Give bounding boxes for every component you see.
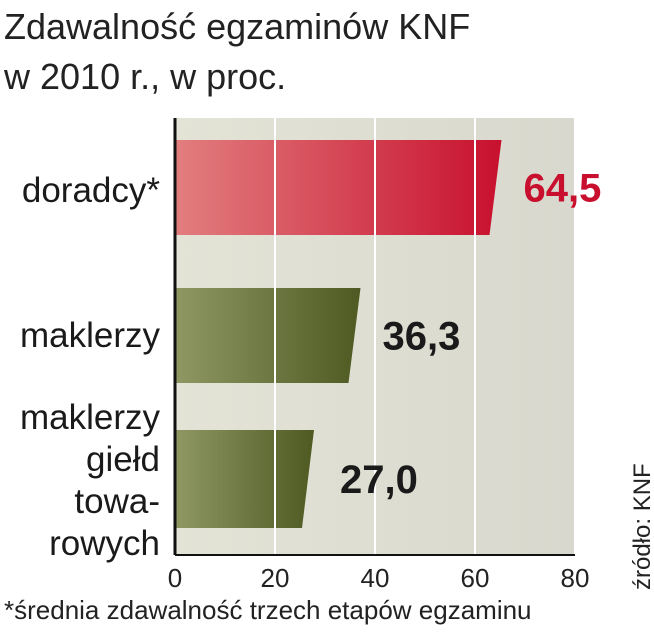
category-label-2-line-1: maklerzy <box>20 316 161 355</box>
bar-3 <box>175 430 314 528</box>
footnote: *średnia zdawalność trzech etapów egzami… <box>4 595 532 625</box>
bar-1 <box>175 140 502 235</box>
x-tick-label-80: 80 <box>561 563 590 593</box>
category-label-3-line-4: rowych <box>49 524 160 563</box>
x-tick-label-60: 60 <box>461 563 490 593</box>
category-label-3-line-2: giełd <box>86 440 160 479</box>
category-label-3-line-1: maklerzy <box>20 398 161 437</box>
data-label-2: 36,3 <box>383 315 461 359</box>
data-label-1: 64,5 <box>524 167 602 211</box>
x-tick-label-0: 0 <box>168 563 182 593</box>
category-label-3-line-3: towa- <box>74 482 160 521</box>
source-note: źródło: KNF <box>629 463 654 590</box>
chart-title: Zdawalność egzaminów KNF w 2010 r., w pr… <box>4 6 471 97</box>
bar-2 <box>175 288 361 383</box>
category-label-1-line-1: doradcy* <box>22 171 161 210</box>
data-label-3: 27,0 <box>340 458 418 502</box>
x-tick-label-40: 40 <box>361 563 390 593</box>
x-tick-label-20: 20 <box>261 563 290 593</box>
